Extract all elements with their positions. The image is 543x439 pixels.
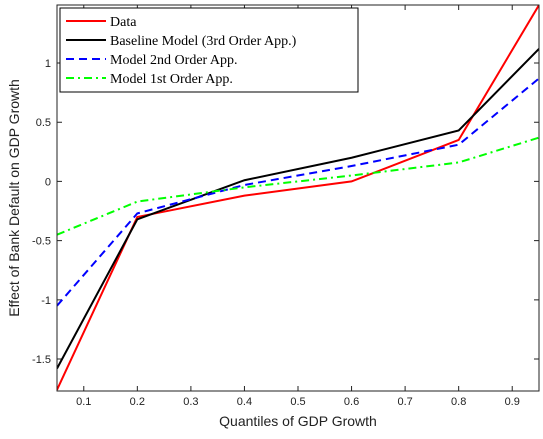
x-axis-label: Quantiles of GDP Growth [219, 413, 377, 429]
legend-label: Model 2nd Order App. [110, 53, 238, 68]
legend-label: Data [110, 15, 137, 30]
legend-box [59, 7, 359, 93]
legend-label: Model 1st Order App. [110, 72, 233, 87]
y-tick-label: -1 [41, 295, 51, 307]
x-tick-label: 0.1 [76, 396, 91, 408]
y-tick-label: -1.5 [32, 354, 51, 366]
series-line [57, 77, 539, 307]
y-axis-label: Effect of Bank Default on GDP Growth [6, 79, 22, 317]
x-tick-label: 0.2 [130, 396, 145, 408]
x-tick-label: 0.3 [183, 396, 198, 408]
x-tick-label: 0.6 [344, 396, 359, 408]
x-tick-label: 0.9 [505, 396, 520, 408]
y-tick-label: -0.5 [32, 236, 51, 248]
legend-label: Baseline Model (3rd Order App.) [110, 34, 297, 49]
y-tick-label: 0 [45, 176, 51, 188]
plot-frame [56, 4, 540, 392]
legend: Data Baseline Model (3rd Order App.) Model… [59, 7, 359, 93]
x-tick-label: 0.8 [451, 396, 466, 408]
x-tick-label: 0.5 [290, 396, 305, 408]
x-tick-label: 0.7 [397, 396, 412, 408]
y-tick-label: 0.5 [36, 117, 51, 129]
series-line [57, 48, 539, 369]
series-line [57, 136, 539, 236]
x-tick-label: 0.4 [237, 396, 252, 408]
y-tick-label: 1 [45, 58, 51, 70]
